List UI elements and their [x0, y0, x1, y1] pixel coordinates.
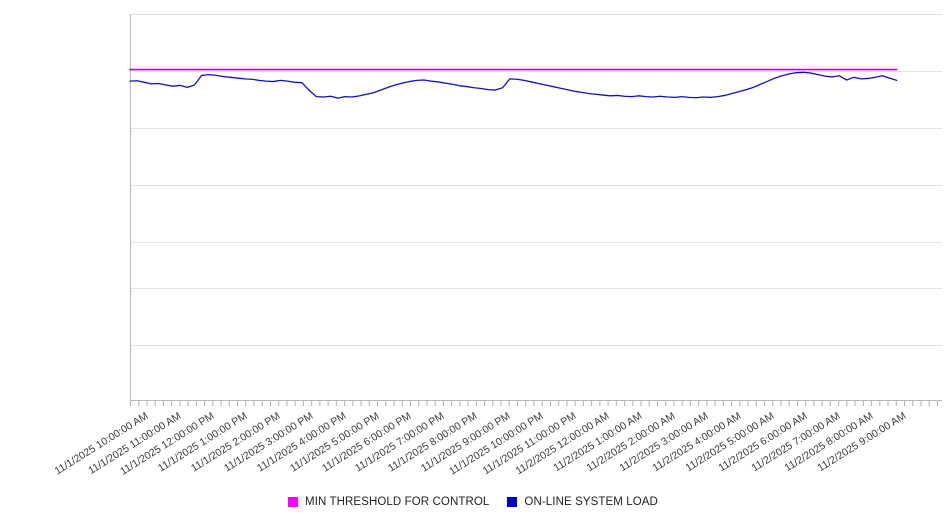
legend-item[interactable]: ON-LINE SYSTEM LOAD: [507, 496, 658, 508]
series-line-on-line-system-load: [129, 71, 898, 99]
data-series-group: [129, 68, 898, 99]
legend-item[interactable]: MIN THRESHOLD FOR CONTROL: [288, 496, 489, 508]
chart-legend: MIN THRESHOLD FOR CONTROL ON-LINE SYSTEM …: [0, 496, 946, 508]
legend-label: ON-LINE SYSTEM LOAD: [524, 496, 658, 508]
legend-label: MIN THRESHOLD FOR CONTROL: [305, 496, 490, 508]
axis-group: [130, 14, 942, 401]
x-axis-ticks-group: [130, 401, 938, 406]
legend-swatch-icon: [288, 497, 299, 507]
gridlines-group: [130, 14, 942, 346]
legend-swatch-icon: [507, 497, 518, 507]
